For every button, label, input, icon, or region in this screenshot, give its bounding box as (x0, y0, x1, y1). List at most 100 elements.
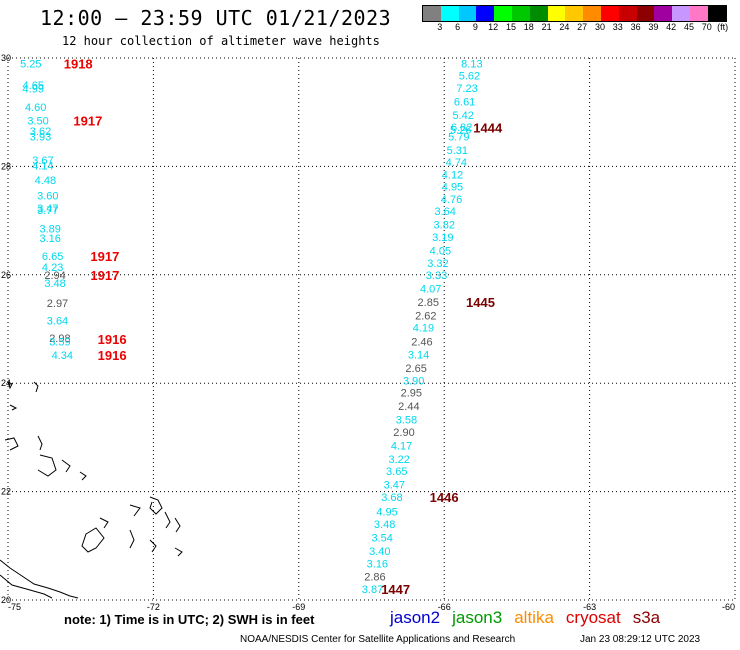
pass-time-label: 1447 (381, 582, 410, 597)
wave-height-point: 4.05 (430, 245, 451, 257)
pass-time-label: 1916 (98, 332, 127, 347)
lat-tick-label: 26 (1, 270, 11, 280)
wave-height-point: 3.89 (40, 224, 61, 236)
wave-height-point: 2.90 (393, 427, 414, 439)
colorbar-swatch (672, 6, 690, 21)
wave-height-point: 2.62 (415, 310, 436, 322)
coastline (0, 381, 183, 599)
wave-height-point: 5.25 (20, 58, 41, 70)
colorbar-label: 42 (666, 22, 677, 32)
wave-height-point: 4.48 (35, 175, 56, 187)
wave-height-point: 3.77 (37, 205, 58, 217)
wave-height-point: 3.60 (37, 191, 58, 203)
wave-height-point: 4.19 (413, 322, 434, 334)
wave-height-point: 4.95 (442, 181, 463, 193)
wave-height-point: 4.34 (52, 350, 73, 362)
colorbar-swatch (547, 6, 566, 21)
wave-height-point: 7.23 (456, 83, 477, 95)
lat-tick-label: 22 (1, 487, 11, 497)
wave-height-point: 2.94 (44, 270, 65, 282)
wave-height-point: 2.98 (49, 333, 70, 345)
colorbar-label: 30 (594, 22, 606, 32)
lon-tick-label: -63 (583, 602, 596, 612)
wave-height-point: 3.68 (381, 492, 402, 504)
colorbar-label: 39 (648, 22, 659, 32)
wave-height-point: 4.74 (446, 157, 467, 169)
wave-height-point: 3.33 (426, 270, 447, 282)
wave-height-point: 3.64 (47, 315, 68, 327)
colorbar-label: 24 (559, 22, 570, 32)
wave-height-point: 4.07 (420, 283, 441, 295)
pass-time-label: 1918 (64, 56, 93, 71)
satellite-legend-item: s3a (632, 608, 661, 627)
colorbar-swatch (423, 6, 441, 21)
colorbar-labels: 3 6 9 12 15 18 21 24 27 30 33 36 39 42 45 70 (ft) (422, 22, 740, 34)
wave-height-point: 4.12 (442, 170, 463, 182)
wave-height-point: 3.65 (386, 466, 407, 478)
pass-time-label: 1917 (90, 249, 119, 264)
wave-height-point: 5.26 (450, 125, 471, 137)
wave-height-point: 5.62 (459, 70, 480, 82)
wave-height-point: 4.76 (441, 194, 462, 206)
wave-height-point: 3.87 (362, 584, 383, 596)
pass-time-label: 1446 (430, 490, 459, 505)
pass-time-label: 1444 (473, 120, 503, 135)
colorbar-swatch (654, 6, 673, 21)
wave-height-point: 2.46 (411, 336, 432, 348)
satellite-legend-item: altika (514, 608, 554, 627)
wave-height-point: 3.90 (403, 375, 424, 387)
colorbar-swatch (440, 6, 459, 21)
wave-height-point: 5.42 (452, 110, 473, 122)
lon-tick-label: -75 (8, 602, 21, 612)
wave-height-point: 6.61 (454, 96, 475, 108)
colorbar-swatch (618, 6, 637, 21)
lat-tick-label: 30 (1, 53, 11, 63)
colorbar-label: 18 (523, 22, 534, 32)
wave-height-point: 4.23 (42, 262, 63, 274)
colorbar-swatch (458, 6, 477, 21)
lon-tick-label: -60 (722, 602, 735, 612)
altimeter-tracks: 8.135.627.236.61 5.426.825.265.795.314.74… (20, 56, 503, 597)
lon-tick-label: -66 (438, 602, 451, 612)
wave-height-point: 8.13 (461, 58, 482, 70)
colorbar-label: (ft) (717, 22, 729, 32)
wave-height-point: 4.17 (391, 441, 412, 453)
colorbar-swatch (494, 6, 512, 21)
colorbar-label: 45 (683, 22, 695, 32)
wave-height-point: 2.86 (364, 572, 385, 584)
colorbar-label: 3 (437, 22, 443, 32)
wave-height-point: 3.47 (37, 203, 58, 215)
map-title: 12:00 – 23:59 UTC 01/21/2023 (40, 6, 392, 30)
lat-tick-label: 20 (1, 595, 11, 605)
satellite-legend-item: jason3 (452, 608, 503, 627)
wave-height-point: 3.54 (372, 533, 393, 545)
wave-height-point: 3.47 (384, 480, 405, 492)
lat-tick-label: 24 (1, 378, 11, 388)
wave-height-point: 3.19 (432, 232, 453, 244)
pass-time-label: 1917 (90, 268, 119, 283)
satellite-legend-item: cryosat (565, 608, 621, 627)
wave-height-point: 3.16 (40, 233, 61, 245)
wave-height-point: 2.85 (418, 297, 439, 309)
colorbar-swatch (636, 6, 655, 21)
wave-height-point: 3.50 (27, 115, 48, 127)
credit-text: NOAA/NESDIS Center for Satellite Applica… (240, 634, 516, 645)
wave-height-point: 3.64 (435, 206, 456, 218)
colorbar-label: 27 (577, 22, 588, 32)
wave-height-point: 3.58 (396, 415, 417, 427)
lat-lon-grid: -75 -72 -69 -66 -63 -60 30 28 26 24 22 20 (1, 53, 736, 612)
wave-height-point: 6.82 (451, 122, 472, 134)
colorbar-label: 36 (630, 22, 641, 32)
colorbar-swatch (511, 6, 530, 21)
wave-height-point: 6.65 (42, 251, 63, 263)
satellite-legend: jason2 jason3 altika cryosat s3a (390, 608, 660, 628)
wave-height-point: 3.93 (30, 132, 51, 144)
wave-height-point: 3.22 (388, 454, 409, 466)
wave-height-point: 3.62 (30, 126, 51, 138)
satellite-legend-item: jason2 (390, 608, 441, 627)
colorbar-label: 15 (505, 22, 517, 32)
wave-height-point: 3.59 (49, 336, 70, 348)
colorbar-label: 6 (455, 22, 461, 32)
wave-height-point: 3.67 (32, 155, 53, 167)
